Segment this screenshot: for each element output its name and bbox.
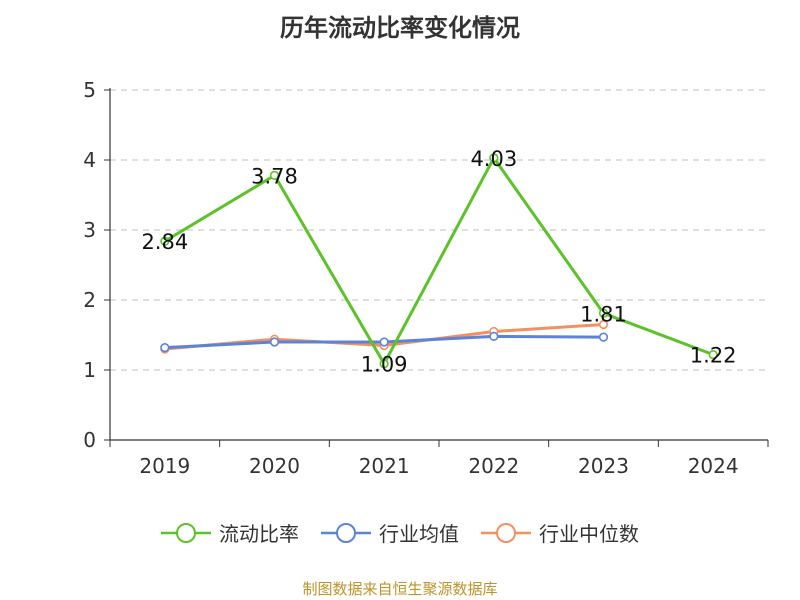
x-tick-label: 2024 — [688, 454, 739, 478]
data-label: 1.81 — [580, 302, 627, 326]
data-point — [160, 343, 170, 353]
data-point — [598, 332, 609, 342]
x-tick-label: 2022 — [468, 454, 519, 478]
data-point — [269, 337, 280, 347]
chart-title: 历年流动比率变化情况 — [280, 14, 520, 42]
legend-swatch — [481, 522, 531, 543]
legend-label: 行业均值 — [379, 522, 459, 546]
data-point — [160, 236, 170, 246]
series-line — [164, 156, 714, 366]
x-tick-label: 2021 — [359, 454, 410, 478]
data-label: 1.22 — [690, 344, 737, 368]
y-tick-label: 4 — [83, 148, 96, 172]
legend-item: 行业中位数 — [481, 518, 639, 547]
x-tick-label: 2019 — [139, 454, 190, 478]
data-point — [708, 350, 718, 360]
y-tick-label: 2 — [83, 288, 96, 312]
grid-lines — [110, 89, 768, 371]
data-label: 4.03 — [470, 147, 517, 171]
data-label: 3.78 — [251, 164, 298, 188]
y-tick-label: 5 — [83, 78, 96, 102]
data-label: 1.09 — [361, 353, 408, 377]
data-label: 2.84 — [141, 230, 188, 254]
data-point — [598, 319, 609, 330]
series-markers — [160, 153, 718, 369]
x-tick-label: 2020 — [249, 454, 300, 478]
source-note: 制图数据来自恒生聚源数据库 — [302, 580, 498, 598]
legend-label: 行业中位数 — [539, 522, 639, 546]
legend-item: 行业均值 — [321, 518, 459, 547]
axes: 0 1 2 3 4 5 2019 2020 2021 2022 2023 2024 — [83, 78, 769, 478]
data-point — [598, 308, 609, 318]
legend-label: 流动比率 — [219, 522, 299, 546]
legend: 流动比率 行业均值 行业中位数 — [0, 518, 800, 547]
data-point — [379, 337, 389, 347]
legend-swatch — [161, 522, 211, 543]
data-point — [489, 153, 499, 163]
data-point — [379, 359, 389, 369]
y-tick-label: 3 — [83, 218, 96, 242]
data-point — [269, 170, 280, 180]
data-labels: 2.84 3.78 1.09 4.03 1.81 1.22 — [141, 147, 736, 377]
y-tick-label: 0 — [83, 428, 96, 452]
y-tick-label: 1 — [83, 358, 96, 382]
x-tick-label: 2023 — [578, 454, 629, 478]
legend-item: 流动比率 — [161, 518, 299, 547]
series-lines — [164, 156, 714, 366]
data-point — [489, 331, 499, 342]
legend-swatch — [321, 522, 371, 543]
